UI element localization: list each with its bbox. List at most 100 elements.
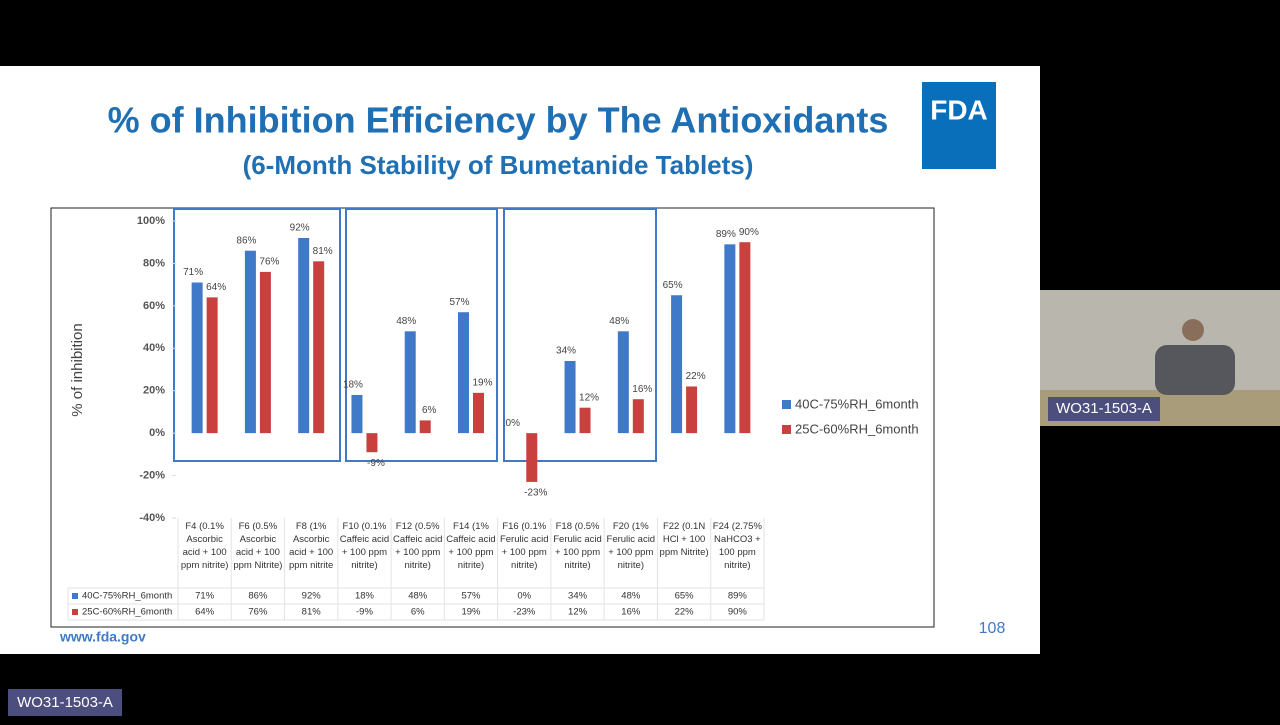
data-label: 6%	[422, 405, 437, 416]
data-label: 0%	[506, 418, 521, 429]
table-value: 0%	[517, 591, 531, 602]
data-label: 92%	[290, 223, 310, 234]
group-box	[173, 208, 341, 462]
data-label: 22%	[686, 371, 706, 382]
slide-subtitle: (6-Month Stability of Bumetanide Tablets…	[243, 150, 754, 180]
table-value: 12%	[568, 607, 588, 618]
table-value: 57%	[461, 591, 481, 602]
bar	[206, 297, 218, 434]
slide-title: % of Inhibition Efficiency by The Antiox…	[108, 100, 889, 141]
data-label: 18%	[343, 380, 363, 391]
speaker-head	[1182, 319, 1204, 341]
table-value: 48%	[408, 591, 428, 602]
bar	[404, 331, 416, 434]
y-axis-label: % of inhibition	[69, 323, 86, 416]
video-label: WO31-1503-A	[1056, 400, 1152, 417]
category-cell: F14 (1% Caffeic acid + 100 ppm nitrite)	[446, 521, 496, 571]
speaker-body	[1155, 345, 1235, 395]
data-label: 12%	[579, 392, 599, 403]
bar	[564, 361, 576, 434]
x-tick-label: F16 (0.1% Ferulic acid + 100 ppm nitrite…	[499, 521, 549, 571]
table-value: 19%	[461, 607, 481, 618]
data-label: 64%	[206, 282, 226, 293]
data-label: 57%	[449, 297, 469, 308]
data-label: 48%	[609, 316, 629, 327]
table-row-name: 40C-75%RH_6month	[82, 591, 172, 602]
table-value: 89%	[728, 591, 748, 602]
bar	[191, 282, 203, 434]
bar	[298, 237, 310, 434]
group-box	[503, 208, 657, 462]
y-tick-label: -40%	[139, 512, 165, 524]
data-label: 48%	[396, 316, 416, 327]
data-label: 19%	[472, 377, 492, 388]
bar	[632, 399, 644, 434]
table-legend-key	[72, 593, 78, 599]
x-tick-label: F8 (1% Ascorbic acid + 100 ppm nitrite	[288, 521, 334, 571]
bar	[526, 433, 538, 482]
table-value: 48%	[621, 591, 641, 602]
bar	[366, 433, 378, 453]
y-tick-label: 0%	[149, 427, 165, 439]
y-tick-label: 40%	[143, 342, 165, 354]
logo-box	[922, 82, 996, 169]
x-tick-label: F6 (0.5% Ascorbic acid + 100 ppm Nitrite…	[233, 521, 283, 571]
table-value: 92%	[302, 591, 322, 602]
table-value: 71%	[195, 591, 215, 602]
table-legend-key	[72, 609, 78, 615]
category-cell: F10 (0.1% Caffeic acid + 100 ppm nitrite…	[339, 521, 390, 571]
category-cell: F16 (0.1% Ferulic acid + 100 ppm nitrite…	[499, 521, 549, 571]
category-cell: F22 (0.1N HCl + 100 ppm Nitrite)	[659, 521, 709, 558]
data-label: 76%	[259, 257, 279, 268]
legend-label: 40C-75%RH_6month	[795, 396, 919, 411]
category-cell: F6 (0.5% Ascorbic acid + 100 ppm Nitrite…	[233, 521, 283, 571]
table-row-name: 25C-60%RH_6month	[82, 607, 172, 618]
category-cell: F24 (2.75% NaHCO3 + 100 ppm nitrite)	[713, 521, 762, 571]
bar	[473, 392, 484, 434]
y-tick-label: 80%	[143, 257, 165, 269]
bar	[458, 312, 469, 434]
bar	[739, 242, 751, 434]
table-value: 18%	[355, 591, 375, 602]
bar	[671, 295, 683, 434]
legend-key	[782, 425, 791, 434]
bar	[686, 386, 698, 434]
video-label-box	[1048, 397, 1160, 421]
data-label: -9%	[367, 458, 385, 469]
category-cell: F8 (1% Ascorbic acid + 100 ppm nitrite	[288, 521, 334, 571]
table-value: -9%	[356, 607, 373, 618]
y-tick-label: 60%	[143, 300, 165, 312]
table-value: 16%	[621, 607, 641, 618]
x-tick-label: F22 (0.1N HCl + 100 ppm Nitrite)	[659, 521, 709, 558]
group-box	[345, 208, 498, 462]
bar	[724, 244, 736, 434]
legend-key	[782, 400, 791, 409]
x-tick-label: F20 (1% Ferulic acid + 100 ppm nitrite)	[606, 521, 656, 571]
table-value: 86%	[248, 591, 268, 602]
x-tick-label: F14 (1% Caffeic acid + 100 ppm nitrite)	[446, 521, 496, 571]
y-tick-label: 100%	[137, 215, 165, 227]
footer-url: www.fda.gov	[59, 629, 146, 645]
room-label-box	[8, 689, 122, 716]
data-label: 89%	[716, 229, 736, 240]
data-label: 16%	[632, 384, 652, 395]
x-tick-label: F4 (0.1% Ascorbic acid + 100 ppm nitrite…	[180, 521, 229, 571]
x-tick-label: F12 (0.5% Caffeic acid + 100 ppm nitrite…	[392, 521, 443, 571]
bar	[313, 261, 325, 434]
category-cell: F4 (0.1% Ascorbic acid + 100 ppm nitrite…	[180, 521, 229, 571]
data-label: 90%	[739, 227, 759, 238]
x-tick-label: F10 (0.1% Caffeic acid + 100 ppm nitrite…	[339, 521, 390, 571]
room-label: WO31-1503-A	[17, 694, 113, 711]
table-value: -23%	[513, 607, 536, 618]
bar	[244, 250, 256, 434]
y-tick-label: -20%	[139, 469, 165, 481]
table-value: 76%	[248, 607, 268, 618]
table-value: 81%	[302, 607, 322, 618]
bar	[617, 331, 629, 434]
category-cell: F12 (0.5% Caffeic acid + 100 ppm nitrite…	[392, 521, 443, 571]
page-number: 108	[979, 620, 1006, 637]
data-label: 86%	[236, 235, 256, 246]
bar	[259, 271, 271, 434]
logo: FDA	[930, 94, 988, 125]
